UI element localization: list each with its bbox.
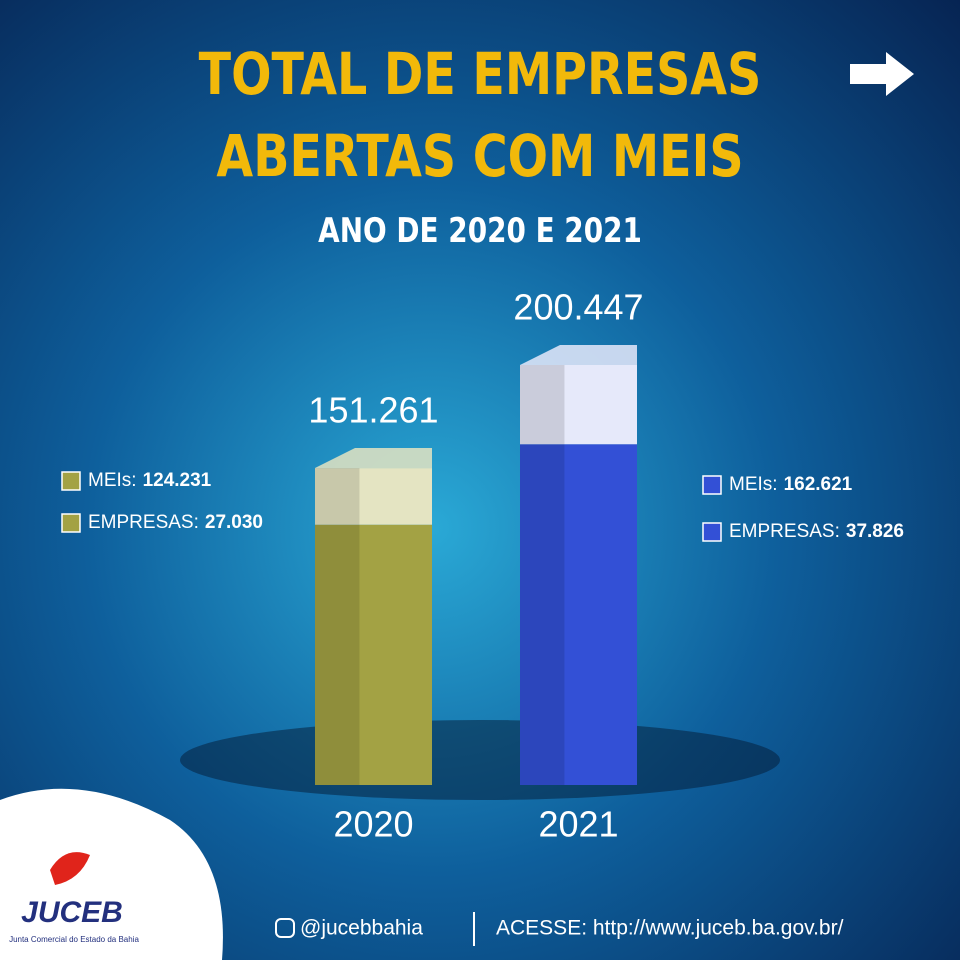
- subtitle: ANO DE 2020 E 2021: [318, 211, 642, 250]
- instagram-icon: [275, 918, 295, 938]
- bar-segment: [520, 365, 637, 445]
- bar-segment: [520, 444, 637, 785]
- logo-caption: Junta Comercial do Estado da Bahia: [9, 935, 139, 944]
- bar-top: [520, 345, 637, 365]
- title-line: ABERTAS COM MEIS: [216, 122, 743, 190]
- total-label: 151.261: [308, 390, 438, 431]
- bar-shade: [520, 365, 565, 445]
- legend-label: MEIs:: [88, 470, 137, 491]
- x-tick-label: 2021: [538, 804, 618, 845]
- legend-value: 37.826: [846, 521, 904, 542]
- title-line: TOTAL DE EMPRESAS: [199, 40, 762, 108]
- bar-top: [315, 448, 432, 469]
- legend-value: 124.231: [143, 470, 212, 491]
- site-link[interactable]: ACESSE: http://www.juceb.ba.gov.br/: [496, 917, 844, 940]
- legend-swatch: [61, 513, 81, 533]
- legend-swatch: [702, 475, 722, 495]
- bar-shade: [315, 468, 360, 525]
- logo-text: JUCEB: [21, 896, 123, 929]
- legend-label: EMPRESAS:: [88, 512, 199, 533]
- logo-panel: [0, 788, 223, 960]
- bar-segment: [315, 524, 432, 785]
- logo-icon: [50, 852, 90, 885]
- next-arrow[interactable]: [850, 52, 914, 96]
- legend-swatch: [702, 522, 722, 542]
- legend-swatch: [61, 471, 81, 491]
- legend-label: MEIs:: [729, 474, 778, 495]
- legend-label: EMPRESAS:: [729, 521, 840, 542]
- shadow: [180, 720, 780, 800]
- bar-segment: [315, 468, 432, 525]
- legend-value: 27.030: [205, 512, 263, 533]
- instagram[interactable]: @jucebbahia: [300, 917, 423, 940]
- bar-shade: [315, 524, 360, 785]
- bar-shade: [520, 444, 565, 785]
- legend-value: 162.621: [784, 474, 853, 495]
- x-tick-label: 2020: [333, 804, 413, 845]
- total-label: 200.447: [513, 287, 643, 328]
